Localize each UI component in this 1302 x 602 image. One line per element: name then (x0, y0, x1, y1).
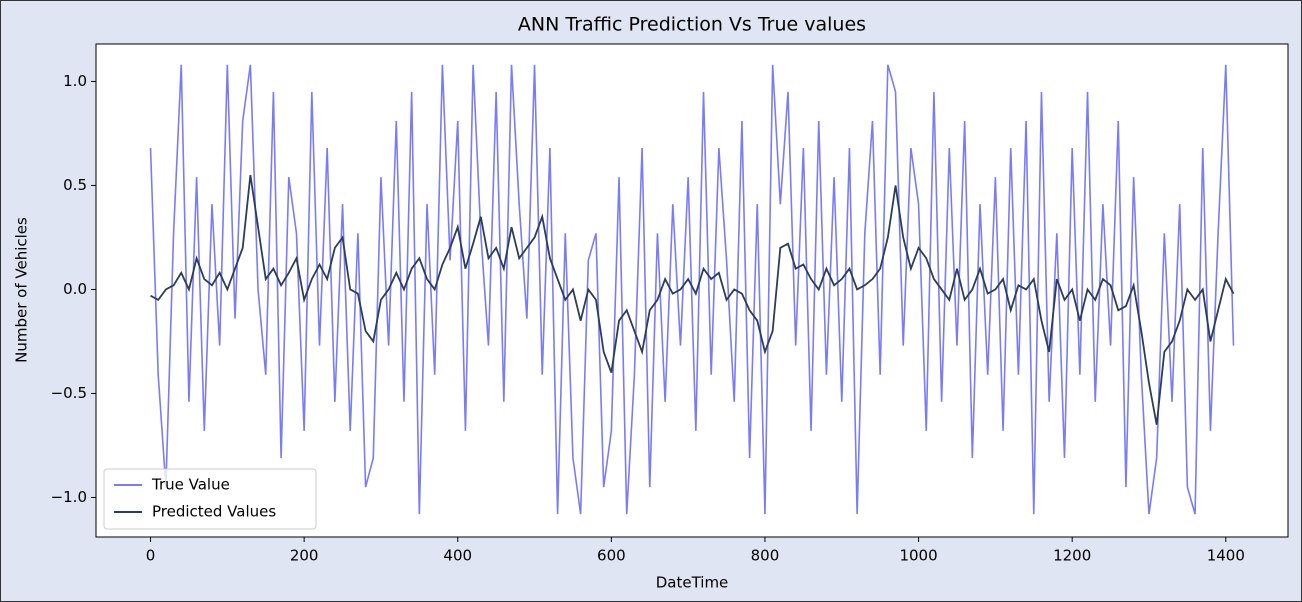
legend-label: True Value (151, 476, 230, 494)
y-tick-label: 1.0 (63, 72, 87, 90)
y-tick-label: −1.0 (51, 488, 87, 506)
x-tick-label: 600 (597, 547, 626, 565)
plot-border (95, 43, 1289, 538)
x-tick-label: 1400 (1207, 547, 1245, 565)
y-axis-label: Number of Vehicles (13, 217, 31, 363)
y-tick-label: 0.0 (63, 280, 87, 298)
x-tick-label: 200 (290, 547, 319, 565)
legend-box (103, 468, 317, 530)
series-line (150, 174, 1235, 425)
x-tick-label: 800 (751, 547, 780, 565)
y-tick-label: −0.5 (51, 384, 87, 402)
x-tick-label: 0 (146, 547, 156, 565)
x-tick-label: 1000 (899, 547, 937, 565)
x-tick-label: 1200 (1053, 547, 1091, 565)
x-tick-label: 400 (443, 547, 472, 565)
x-axis-label: DateTime (656, 574, 729, 592)
legend-label: Predicted Values (152, 503, 276, 521)
chart-title: ANN Traffic Prediction Vs True values (518, 14, 866, 36)
y-tick-label: 0.5 (63, 176, 87, 194)
